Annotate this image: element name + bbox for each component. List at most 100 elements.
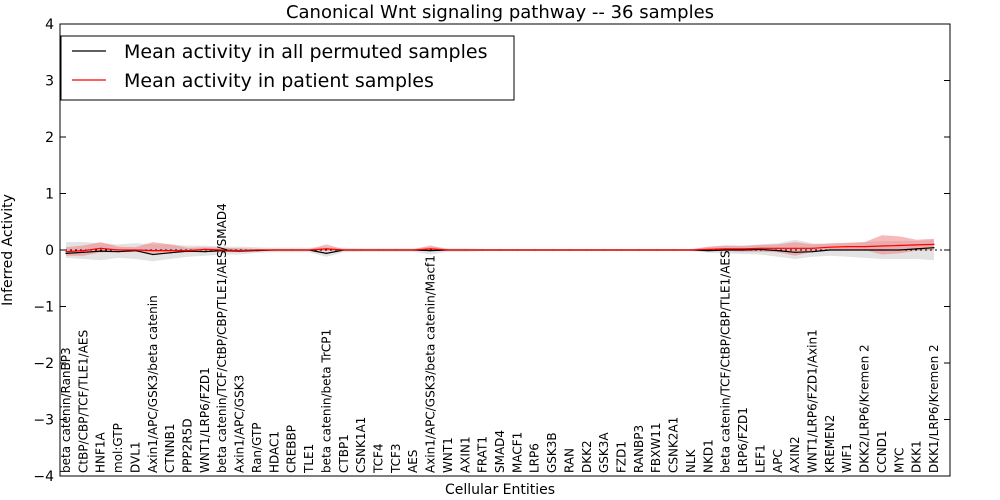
data-point	[273, 249, 275, 251]
data-point	[655, 249, 657, 251]
data-point	[516, 249, 519, 251]
entity-label: DKK1	[910, 440, 924, 473]
data-point	[759, 248, 762, 250]
data-point	[360, 249, 362, 251]
data-point	[534, 249, 536, 251]
entity-label: FZD1	[615, 441, 629, 473]
entity-label: KREMEN2	[823, 415, 837, 473]
entity-label: CSNK2A1	[667, 417, 681, 473]
y-axis-ticks: −4 −3 −2 −1 0 1 2 3 4	[33, 17, 950, 485]
data-point	[169, 250, 171, 252]
entity-label: APC	[771, 449, 785, 473]
data-point	[308, 249, 310, 251]
data-point	[829, 249, 831, 251]
entity-label: beta catenin/TCF/CtBP/CBP/TLE1/AES	[719, 250, 733, 473]
entity-label: beta catenin/beta TrCP1	[319, 329, 333, 473]
entity-label: SMAD4	[493, 430, 507, 473]
data-point	[134, 249, 136, 251]
data-point	[742, 248, 744, 250]
data-point	[898, 249, 900, 251]
entity-label: Axin1/APC/GSK3	[233, 375, 247, 473]
series-lines	[65, 243, 935, 256]
data-point	[117, 249, 119, 251]
data-point	[325, 252, 327, 254]
entity-label: CSNK1A1	[354, 417, 368, 473]
data-point	[325, 248, 327, 250]
entity-label: CREBBP	[285, 425, 299, 473]
entity-label: CCND1	[875, 430, 889, 473]
entity-label: RANBP3	[632, 425, 646, 473]
data-point	[464, 249, 466, 251]
entity-label: CTBP1	[337, 434, 351, 473]
entity-label: DKK1/LRP6/Kremen 2	[927, 344, 941, 473]
data-point	[916, 244, 918, 246]
data-point	[794, 251, 796, 253]
legend-label-patient: Mean activity in patient samples	[124, 70, 434, 92]
data-point	[673, 249, 675, 251]
data-point	[864, 246, 866, 248]
data-point	[759, 247, 762, 249]
data-point	[430, 250, 432, 252]
entity-label: TCF4	[372, 443, 386, 474]
data-point	[204, 251, 206, 253]
entity-label: MYC	[892, 448, 906, 473]
entity-label: PPP2R5D	[181, 418, 195, 473]
data-point	[447, 249, 449, 251]
entity-label: Axin1/APC/GSK3/beta catenin/Macf1	[424, 255, 438, 473]
data-point	[256, 249, 258, 251]
entity-label: GSK3B	[545, 432, 559, 473]
data-point	[82, 251, 84, 253]
data-point	[603, 249, 605, 251]
data-point	[65, 251, 67, 253]
data-point	[65, 252, 67, 254]
entity-label: RAN	[562, 448, 576, 473]
data-point	[725, 249, 727, 251]
y-axis-label: Inferred Activity	[0, 194, 16, 306]
entity-label: AES	[406, 450, 420, 473]
data-point	[343, 249, 345, 251]
y-tick-label: 3	[45, 74, 54, 90]
data-point	[916, 248, 918, 250]
data-point	[898, 244, 900, 247]
data-point	[846, 249, 848, 251]
data-point	[707, 250, 709, 252]
data-point	[152, 253, 154, 256]
data-point	[690, 249, 692, 251]
entity-label: NKD1	[701, 439, 715, 473]
data-point	[291, 249, 293, 251]
data-point	[811, 251, 814, 253]
entity-label: TCF3	[389, 443, 403, 474]
entity-label: LEF1	[753, 444, 767, 473]
data-point	[100, 250, 102, 252]
y-tick-label: 2	[45, 130, 54, 146]
legend-box	[60, 35, 515, 101]
chart-title: Canonical Wnt signaling pathway -- 36 sa…	[286, 2, 714, 23]
entity-label: GSK3A	[597, 432, 611, 473]
entity-label: HDAC1	[267, 431, 281, 473]
entity-label: HNF1A	[94, 431, 108, 473]
entity-label: LRP6	[528, 443, 542, 473]
data-point	[221, 249, 223, 251]
data-point	[412, 249, 414, 251]
legend-label-permuted: Mean activity in all permuted samples	[124, 41, 487, 63]
entity-label: CtBP/CBP/TCF/TLE1/AES	[76, 330, 90, 473]
entity-label: AXIN2	[788, 436, 802, 473]
data-point	[725, 248, 727, 250]
y-tick-label: −3	[33, 413, 54, 429]
entity-label: CTNNB1	[163, 423, 177, 473]
y-tick-label: 1	[45, 187, 54, 203]
data-point	[881, 245, 883, 247]
entity-label: DKK2/LRP6/Kremen 2	[858, 344, 872, 473]
entity-label: DKK2	[580, 440, 594, 473]
entity-label: WIF1	[840, 443, 854, 473]
data-point	[169, 252, 171, 254]
entity-label: LRP6/FZD1	[736, 407, 750, 473]
data-point	[933, 247, 935, 249]
data-point	[586, 249, 588, 251]
y-tick-label: −2	[33, 356, 54, 372]
entity-labels: beta catenin/RanBP3 CtBP/CBP/TCF/TLE1/AES…	[59, 203, 941, 474]
entity-label: beta catenin/RanBP3	[59, 347, 73, 473]
data-point	[777, 250, 779, 252]
legend: Mean activity in all permuted samples Me…	[60, 35, 515, 101]
entity-label: Axin1/APC/GSK3/beta catenin	[146, 295, 160, 473]
